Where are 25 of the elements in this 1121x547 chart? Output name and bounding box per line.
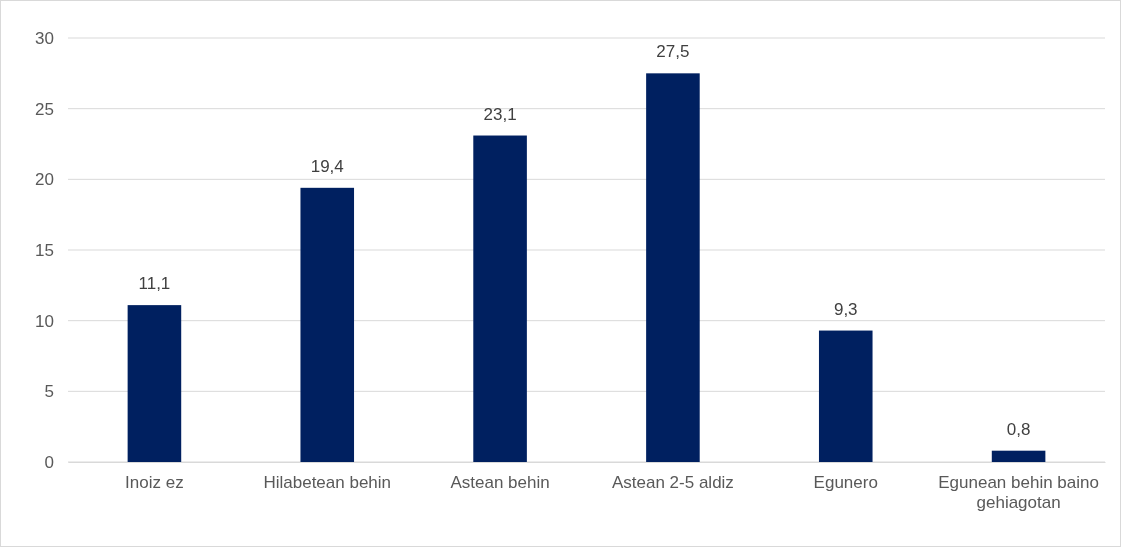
bar: [991, 450, 1046, 462]
x-tick-label: Egunero: [813, 473, 878, 493]
bar: [300, 187, 355, 462]
data-label: 9,3: [833, 299, 858, 319]
x-tick-label: Astean 2-5 aldiz: [611, 473, 734, 493]
y-tick-label: 10: [35, 311, 54, 331]
x-tick-label: Astean behin: [450, 473, 550, 493]
x-tick-label: Inoiz ez: [125, 473, 184, 493]
bar: [646, 73, 700, 462]
bar: [127, 305, 182, 462]
data-label: 27,5: [656, 42, 690, 62]
y-tick-label: 0: [44, 452, 54, 472]
data-label: 19,4: [310, 156, 344, 176]
x-tick-label: Hilabetean behin: [263, 473, 392, 493]
y-tick-label: 5: [44, 382, 54, 402]
y-tick-label: 20: [35, 170, 54, 190]
data-label: 23,1: [483, 104, 517, 124]
y-tick-label: 15: [35, 240, 54, 260]
bar: [818, 330, 873, 462]
data-label: 11,1: [138, 274, 171, 294]
bar: [473, 135, 527, 462]
y-tick-label: 30: [35, 28, 54, 48]
x-tick-label: Egunean behin baino gehiagotan: [938, 473, 1099, 513]
data-label: 0,8: [1006, 419, 1031, 439]
y-tick-label: 25: [35, 99, 54, 119]
